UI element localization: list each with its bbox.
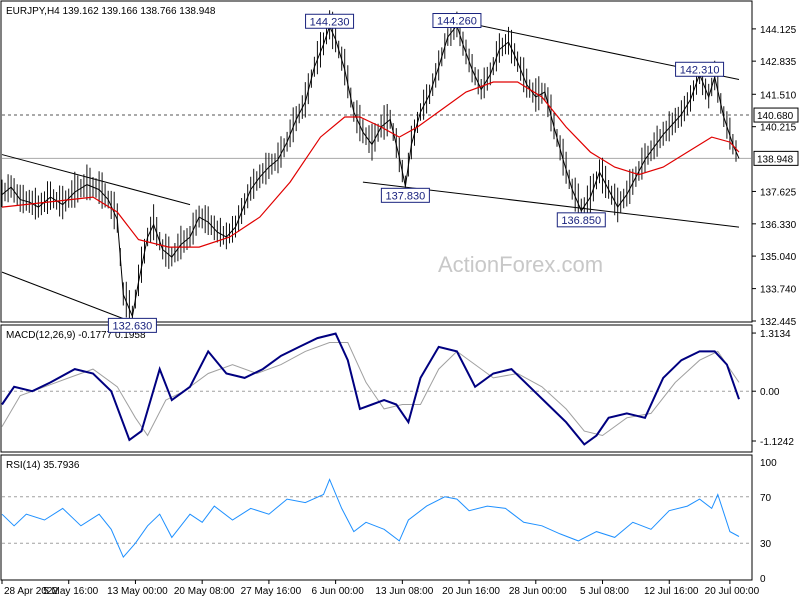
trendline (1, 271, 133, 323)
rsi-layer: 100 70 30 0 (1, 458, 777, 585)
price-y-tick-label: 140.215 (760, 123, 797, 134)
rsi-y-tick-label: 70 (760, 493, 772, 504)
annotation-box (380, 187, 430, 203)
rsi-line (1, 478, 740, 559)
annotation-label: 144.230 (310, 16, 350, 28)
x-tick-label: 27 May 16:00 (241, 586, 302, 597)
rsi-y-tick-label: 100 (760, 458, 777, 469)
price-y-tick-label: 144.125 (760, 25, 797, 36)
price-highlight-label: 138.948 (757, 154, 794, 165)
x-tick-label: 12 Jul 16:00 (644, 586, 699, 597)
macd-line (1, 332, 740, 446)
rsi-y-tick-label: 30 (760, 539, 772, 550)
price-y-tick-label: 137.625 (760, 187, 797, 198)
annotation-box (675, 61, 725, 77)
price-y-tick-label: 135.040 (760, 252, 797, 263)
x-tick-label: 20 Jun 16:00 (442, 586, 500, 597)
x-tick-label: 13 May 00:00 (107, 586, 168, 597)
macd-y-tick-label: -1.1242 (760, 437, 794, 448)
annotation-label: 136.850 (561, 215, 601, 227)
price-y-tick-label: 136.330 (760, 220, 797, 231)
x-tick-label: 6 Jun 00:00 (311, 586, 364, 597)
watermark: ActionForex.com (438, 252, 603, 277)
rsi-panel-title: RSI(14) 35.7936 (6, 460, 80, 471)
macd-y-tick-label: 0.00 (760, 387, 780, 398)
price-highlight-box (753, 107, 799, 123)
annotation-box (107, 317, 157, 333)
macd-signal-line (1, 342, 740, 437)
x-tick-label: 20 May 08:00 (174, 586, 235, 597)
annotation-box (305, 13, 355, 29)
macd-y-tick-label: 1.3134 (760, 329, 791, 340)
annotation-label: 132.630 (113, 320, 153, 332)
moving-average-line (1, 81, 740, 248)
x-tick-label: 13 Jun 08:00 (375, 586, 433, 597)
annotation-label: 137.830 (385, 190, 425, 202)
macd-layer: 1.3134 0.00 -1.1242 (1, 329, 794, 448)
annotation-label: 142.310 (680, 64, 720, 76)
price-highlight-box (753, 150, 799, 166)
annotation-box (556, 212, 606, 228)
x-tick-label: 20 Jul 00:00 (705, 586, 760, 597)
x-tick-label: 5 Jul 08:00 (580, 586, 629, 597)
macd-panel-title: MACD(12,26,9) -0.1777 0.1958 (6, 330, 146, 341)
price-y-tick-label: 132.445 (760, 317, 797, 328)
price-line (1, 24, 740, 319)
x-tick-label: 28 Apr 2022 (4, 586, 58, 597)
price-y-tick-label: 141.510 (760, 90, 797, 101)
x-tick-label: 5 May 16:00 (43, 586, 98, 597)
x-tick-label: 28 Jun 00:00 (509, 586, 567, 597)
price-y-tick-label: 142.835 (760, 57, 797, 68)
rsi-panel-frame (0, 454, 753, 581)
annotation-box (432, 13, 482, 29)
annotation-label: 144.260 (437, 16, 477, 28)
price-y-tick-label: 133.740 (760, 285, 797, 296)
price-layer: 144.125 142.835 141.510 140.215 137.625 136.3… (1, 10, 799, 333)
rsi-y-tick-label: 0 (760, 574, 766, 585)
price-panel-title: EURJPY,H4 139.162 139.166 138.766 138.94… (6, 6, 216, 17)
macd-panel-frame (0, 324, 753, 453)
price-highlight-label: 140.680 (757, 111, 794, 122)
price-panel-frame (0, 0, 753, 323)
